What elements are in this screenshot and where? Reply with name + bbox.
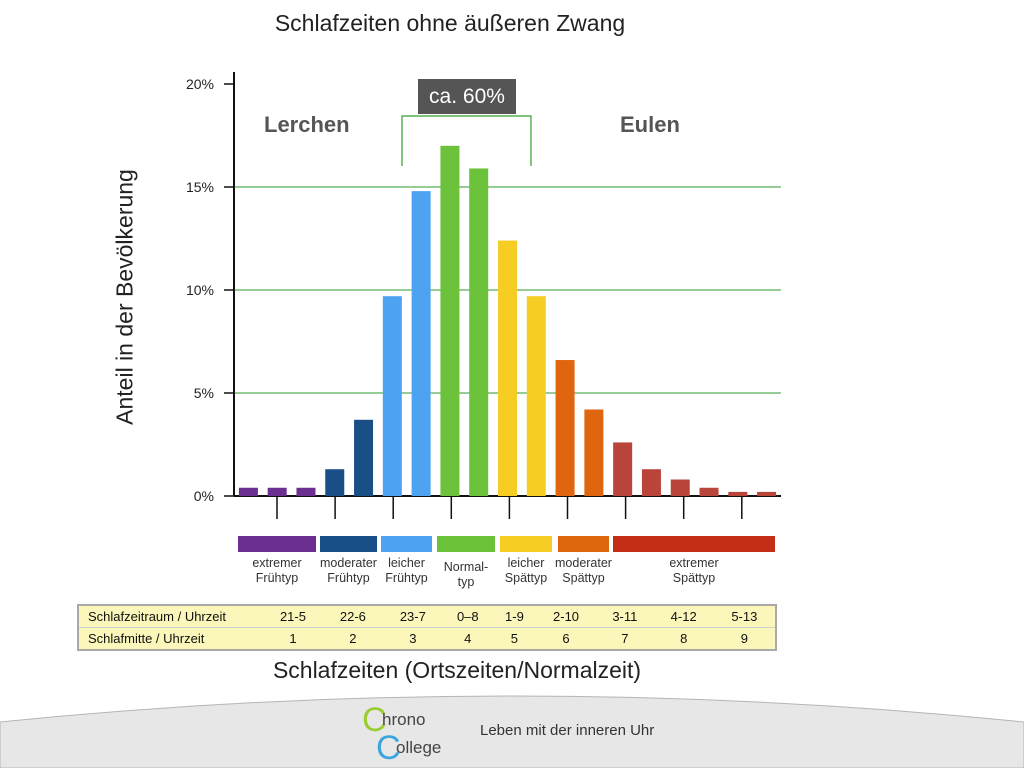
type-label: moderater Spättyp — [555, 556, 612, 585]
footer-tagline: Leben mit der inneren Uhr — [480, 722, 655, 739]
bar — [613, 442, 633, 496]
bars — [238, 145, 777, 497]
table-cell: 8 — [653, 627, 714, 650]
callout-bracket — [401, 115, 532, 166]
type-swatches — [238, 536, 775, 552]
chronocollege-logo: C hrono C ollege — [362, 701, 441, 765]
bar — [728, 491, 748, 496]
bar — [584, 409, 604, 496]
type-swatch — [500, 536, 552, 552]
table-row-label: Schlafzeitraum / Uhrzeit — [78, 604, 263, 628]
footer-band — [0, 695, 1024, 768]
bar — [670, 479, 690, 496]
table-cell: 4-12 — [653, 604, 714, 628]
table-row-label: Schlafmitte / Uhrzeit — [78, 627, 263, 650]
type-label: leicher Frühtyp — [385, 556, 428, 585]
type-label: moderater Frühtyp — [320, 556, 377, 585]
table-cell: 22-6 — [322, 604, 383, 628]
sleep-time-table: Schlafzeitraum / Uhrzeit 21-5 22-6 23-7 … — [77, 604, 777, 651]
x-axis-label: Schlafzeiten (Ortszeiten/Normalzeit) — [272, 657, 642, 683]
bar — [325, 469, 345, 496]
x-ticks — [276, 496, 743, 519]
table-cell: 9 — [713, 627, 776, 650]
bar — [699, 487, 719, 496]
y-tick-label: 10% — [186, 282, 214, 298]
bar — [411, 191, 431, 496]
type-label: Normal-typ — [443, 560, 489, 589]
type-swatch — [613, 536, 775, 552]
logo-chrono: hrono — [382, 710, 425, 729]
eulen-label: Eulen — [620, 112, 680, 137]
bar — [641, 469, 661, 496]
bar — [555, 360, 575, 496]
y-ticks: 0% 5% 10% 15% 20% — [186, 76, 234, 504]
lerchen-label: Lerchen — [264, 112, 350, 137]
logo-big-c: C — [362, 701, 387, 739]
table-cell: 5 — [492, 627, 537, 650]
table-cell: 3-11 — [596, 604, 654, 628]
table-cell: 5-13 — [713, 604, 776, 628]
type-label: leicher Spättyp — [504, 556, 548, 585]
table-cell: 2 — [322, 627, 383, 650]
table-cell: 6 — [536, 627, 596, 650]
chart-title: Schlafzeiten ohne äußeren Zwang — [274, 10, 626, 36]
logo-big-c-2: C — [376, 729, 401, 765]
bar — [296, 487, 316, 496]
table-row: Schlafzeitraum / Uhrzeit 21-5 22-6 23-7 … — [78, 604, 776, 628]
y-tick-label: 15% — [186, 179, 214, 195]
table-cell: 3 — [382, 627, 443, 650]
bar — [382, 296, 402, 496]
table-cell: 0–8 — [442, 604, 493, 628]
bar — [469, 168, 489, 496]
bar — [757, 491, 777, 496]
bar — [267, 487, 287, 496]
table-cell: 1 — [263, 627, 323, 650]
table-cell: 4 — [442, 627, 493, 650]
bar — [440, 145, 460, 497]
type-swatch — [558, 536, 609, 552]
y-tick-label: 20% — [186, 76, 214, 92]
y-tick-label: 5% — [194, 385, 214, 401]
bar — [354, 419, 374, 496]
type-swatch — [238, 536, 316, 552]
type-swatch — [320, 536, 377, 552]
y-tick-label: 0% — [194, 488, 214, 504]
bar — [238, 487, 258, 496]
bar — [498, 240, 517, 496]
table-row: Schlafmitte / Uhrzeit 1 2 3 4 5 6 7 8 9 — [78, 627, 776, 650]
table-cell: 21-5 — [263, 604, 323, 628]
table-cell: 23-7 — [382, 604, 443, 628]
y-axis-label: Anteil in der Bevölkerung — [111, 169, 138, 425]
logo-college: ollege — [396, 738, 441, 757]
table-cell: 7 — [596, 627, 654, 650]
type-swatch — [381, 536, 432, 552]
callout-60-percent: ca. 60% — [418, 79, 516, 114]
type-swatch — [437, 536, 495, 552]
table-cell: 2-10 — [536, 604, 596, 628]
type-label: extremer Frühtyp — [252, 556, 302, 585]
type-label: extremer Spättyp — [669, 556, 719, 585]
bar — [526, 296, 546, 496]
table-cell: 1-9 — [492, 604, 537, 628]
